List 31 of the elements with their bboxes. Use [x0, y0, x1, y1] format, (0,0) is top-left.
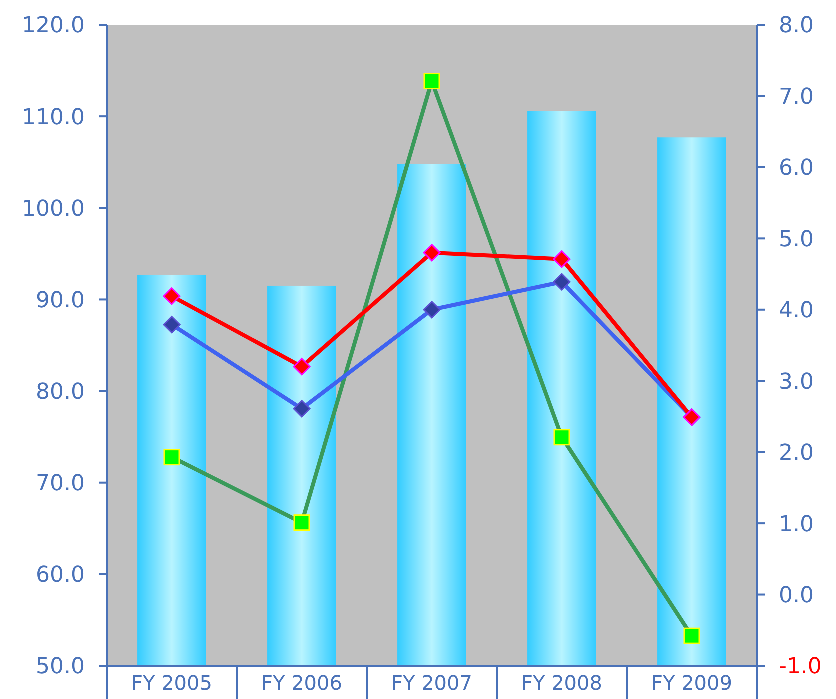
y2-tick-label: 4.0 [779, 298, 814, 324]
point [423, 244, 441, 262]
x-tick-label: FY 2005 [132, 671, 212, 695]
point [553, 250, 571, 268]
point [423, 301, 441, 319]
y-tick-label: 80.0 [36, 380, 85, 405]
y-tick-label: 70.0 [36, 472, 85, 497]
y-tick-label: 120.0 [22, 14, 85, 39]
x-tick-label: FY 2008 [522, 671, 602, 695]
y-tick-label: 100.0 [22, 196, 85, 222]
y-tick-label: 90.0 [36, 288, 85, 314]
point [163, 316, 181, 334]
point [163, 288, 181, 306]
x-tick-label: FY 2007 [392, 671, 472, 695]
y2-tick-label: 3.0 [779, 370, 814, 395]
point [293, 358, 311, 376]
y2-tick-label: 7.0 [779, 84, 814, 110]
y2-tick-label: -1.0 [779, 654, 822, 680]
y2-tick-label: 8.0 [779, 14, 814, 39]
point [293, 400, 311, 418]
x-tick-label: FY 2009 [652, 671, 732, 695]
x-tick-label: FY 2006 [262, 671, 342, 695]
y2-tick-label: 5.0 [779, 227, 814, 252]
point [553, 273, 571, 291]
y2-tick-label: 2.0 [779, 441, 814, 466]
y2-tick-label: 6.0 [779, 156, 814, 182]
y-tick-label: 50.0 [36, 654, 85, 680]
y-tick-label: 60.0 [36, 563, 85, 588]
y-tick-label: 110.0 [22, 105, 85, 130]
y2-tick-label: 1.0 [779, 512, 814, 538]
y2-tick-label: 0.0 [779, 583, 814, 608]
